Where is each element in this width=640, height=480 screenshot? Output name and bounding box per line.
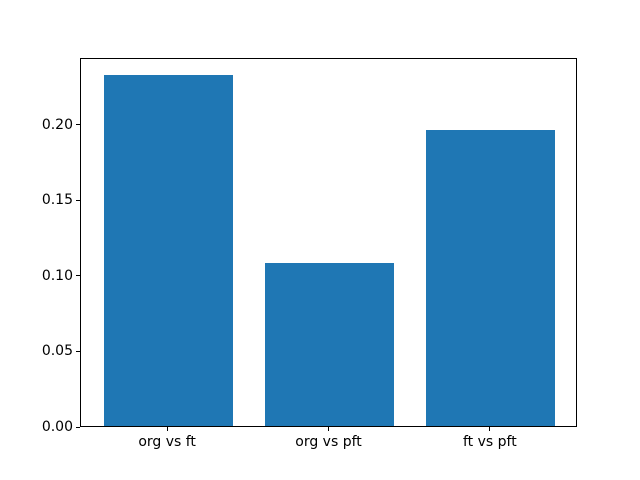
x-tick-label: ft vs pft	[463, 434, 517, 450]
y-tick-mark	[76, 275, 80, 277]
y-tick-label: 0.10	[41, 267, 73, 284]
y-tick-label: 0.00	[41, 419, 73, 435]
y-tick-label: 0.05	[41, 343, 73, 360]
x-tick-mark	[166, 427, 168, 431]
bar-org-vs-pft	[264, 262, 395, 426]
y-tick-mark	[76, 124, 80, 126]
plot-area	[80, 58, 577, 427]
y-tick-mark	[76, 426, 80, 428]
x-tick-mark	[328, 427, 329, 431]
x-tick-label: org vs ft	[138, 434, 196, 450]
x-tick-label: org vs pft	[295, 434, 362, 450]
bar-org-vs-ft	[103, 75, 233, 426]
y-tick-mark	[76, 350, 80, 352]
y-tick-label: 0.20	[41, 116, 73, 133]
bar-ft-vs-pft	[426, 129, 556, 426]
x-tick-mark	[489, 427, 491, 431]
y-tick-label: 0.15	[41, 192, 73, 209]
y-tick-mark	[76, 199, 80, 201]
